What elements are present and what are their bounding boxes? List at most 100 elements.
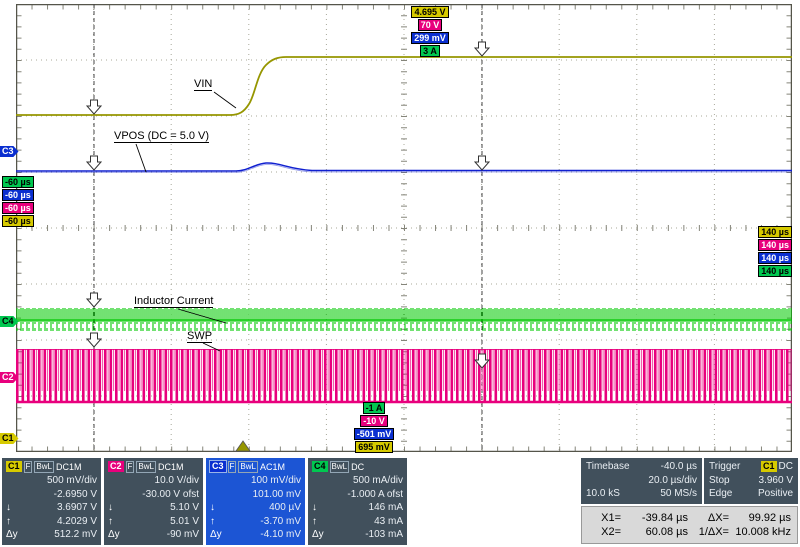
scope-grid	[16, 4, 792, 452]
trace-c2-swp	[16, 349, 792, 404]
timebase-scale: 20.0 µs/div	[648, 474, 697, 486]
trigger-mode: Stop	[709, 474, 730, 486]
vertical-offset: -30.00 V ofst	[142, 488, 199, 500]
cursor1-value: 400 µV	[269, 502, 301, 513]
invdx-label: 1/ΔX=	[698, 526, 729, 538]
badge-c3-top: 299 mV	[411, 32, 449, 44]
cursor2-icon: ↑	[108, 515, 113, 527]
channel-descriptor-c3-selected[interactable]: C3 F BwL AC1M 100 mV/div 101.00 mV ↓ 400 …	[206, 458, 305, 545]
channel-header-c2: C2 F BwL DC1M	[108, 460, 199, 473]
coupling-label: DC1M	[55, 461, 82, 472]
trigger-level: 3.960 V	[758, 474, 793, 486]
bandwidth-limit-badge: BwL	[329, 460, 350, 473]
delta-value: -90 mV	[166, 529, 199, 540]
vertical-offset: 101.00 mV	[252, 488, 301, 500]
cursor-badges-top: 4.695 V 70 V 299 mV 3 A	[402, 6, 458, 57]
coupling-label: DC	[351, 461, 365, 472]
delta-value: -103 mA	[365, 529, 403, 540]
coupling-label: DC1M	[157, 461, 184, 472]
cursor2-icon: ↑	[312, 515, 317, 527]
channel-descriptor-c2[interactable]: C2 F BwL DC1M 10.0 V/div -30.00 V ofst ↓…	[104, 458, 203, 545]
trigger-slope: Positive	[757, 488, 793, 499]
cursor1-icon: ↓	[312, 502, 317, 513]
annotation-leaders	[135, 91, 237, 352]
trigger-box[interactable]: Trigger C1 DC Stop 3.960 V Edge Positive	[704, 458, 798, 504]
badge-c3-right: 140 µs	[758, 252, 792, 264]
cursor-readout-panel: X1= -39.84 µs ΔX= 99.92 µs X2= 60.08 µs …	[581, 506, 798, 544]
cursor2-value: 5.01 V	[170, 515, 199, 527]
trace-c4-inductor-current	[16, 308, 792, 331]
cursor1-value: 5.10 V	[170, 502, 199, 513]
channel-chip-c1: C1	[6, 461, 22, 472]
x2-label: X2=	[601, 526, 621, 538]
delta-icon: Δy	[210, 529, 222, 540]
timebase-box[interactable]: Timebase -40.0 µs 20.0 µs/div 10.0 kS 50 M…	[581, 458, 702, 504]
channel-chip-c3: C3	[209, 460, 227, 473]
badge-c1-right: 140 µs	[758, 226, 792, 238]
channel-chip-c4: C4	[312, 461, 328, 472]
filter-badge: F	[125, 460, 135, 473]
vertical-offset: -1.000 A ofst	[347, 488, 403, 500]
trace-label-vin: VIN	[194, 78, 213, 91]
delta-icon: Δy	[108, 529, 120, 540]
x1-value: -39.84 µs	[641, 512, 688, 524]
badge-c3-left: -60 µs	[2, 189, 34, 201]
trace-label-vpos: VPOS (DC = 5.0 V)	[114, 130, 210, 143]
cursor1-icon: ↓	[6, 502, 11, 513]
cursor1-value: 3.6907 V	[56, 502, 97, 513]
waveform-display	[16, 4, 792, 452]
channel-header-c3: C3 F BwL AC1M	[209, 460, 301, 473]
channel-header-c1: C1 F BwL DC1M	[6, 460, 97, 473]
badge-c2-left: -60 µs	[2, 202, 34, 214]
badge-c1-top: 4.695 V	[411, 6, 449, 18]
delta-value: 512.2 mV	[54, 529, 97, 540]
trigger-kind: Edge	[709, 488, 733, 499]
badge-c2-right: 140 µs	[758, 239, 792, 251]
vertical-scale: 500 mA/div	[352, 475, 403, 486]
badge-c4-top: 3 A	[420, 45, 440, 57]
channel-tag-c2[interactable]: C2	[0, 372, 19, 383]
filter-badge: F	[23, 460, 33, 473]
channel-header-c4: C4 BwL DC	[312, 460, 403, 473]
vertical-scale: 100 mV/div	[250, 475, 301, 486]
trace-label-swp: SWP	[187, 330, 213, 343]
channel-chip-c2: C2	[108, 461, 124, 472]
badge-c3-bottom: -501 mV	[353, 428, 395, 440]
badge-c1-bottom: 695 mV	[355, 441, 393, 453]
cursor-badges-right: 140 µs 140 µs 140 µs 140 µs	[758, 226, 792, 277]
delta-icon: Δy	[6, 529, 18, 540]
cursor1-value: 146 mA	[368, 502, 403, 513]
badge-c2-bottom: -10 V	[360, 415, 388, 427]
cursor2-value: -3.70 mV	[260, 515, 301, 527]
delta-value: -4.10 mV	[260, 529, 301, 540]
channel-descriptor-c1[interactable]: C1 F BwL DC1M 500 mV/div -2.6950 V ↓ 3.69…	[2, 458, 101, 545]
cursor2-value: 43 mA	[374, 515, 403, 527]
bandwidth-limit-badge: BwL	[34, 460, 54, 473]
cursor1-icon: ↓	[210, 502, 215, 513]
bandwidth-limit-badge: BwL	[238, 460, 258, 473]
channel-tag-c4[interactable]: C4	[0, 316, 19, 327]
cursor2-icon: ↑	[6, 515, 11, 527]
timebase-sample-rate: 50 MS/s	[660, 488, 697, 499]
badge-c2-top: 70 V	[417, 19, 443, 31]
badge-c4-right: 140 µs	[758, 265, 792, 277]
channel-tag-c3[interactable]: C3	[0, 146, 19, 157]
trigger-coupling: DC	[778, 461, 793, 472]
trace-c3-vpos	[16, 162, 792, 173]
cursor2-value: 4.2029 V	[56, 515, 97, 527]
cursor-badges-left: -60 µs -60 µs -60 µs -60 µs	[2, 176, 34, 227]
delta-icon: Δy	[312, 529, 324, 540]
trigger-position-marker[interactable]	[235, 440, 251, 452]
cursor-badges-bottom: -1 A -10 V -501 mV 695 mV	[344, 402, 404, 453]
badge-c4-left: -60 µs	[2, 176, 34, 188]
trace-label-inductor-current: Inductor Current	[134, 295, 214, 308]
coupling-label: AC1M	[259, 461, 285, 472]
vertical-scale: 500 mV/div	[46, 475, 97, 486]
cursor1-icon: ↓	[108, 502, 113, 513]
cursor2-icon: ↑	[210, 515, 215, 527]
channel-tag-c1[interactable]: C1	[0, 433, 19, 444]
x2-value: 60.08 µs	[645, 526, 688, 538]
timebase-record-length: 10.0 kS	[586, 488, 620, 499]
x1-label: X1=	[601, 512, 621, 524]
channel-descriptor-c4[interactable]: C4 BwL DC 500 mA/div -1.000 A ofst ↓ 146 …	[308, 458, 407, 545]
